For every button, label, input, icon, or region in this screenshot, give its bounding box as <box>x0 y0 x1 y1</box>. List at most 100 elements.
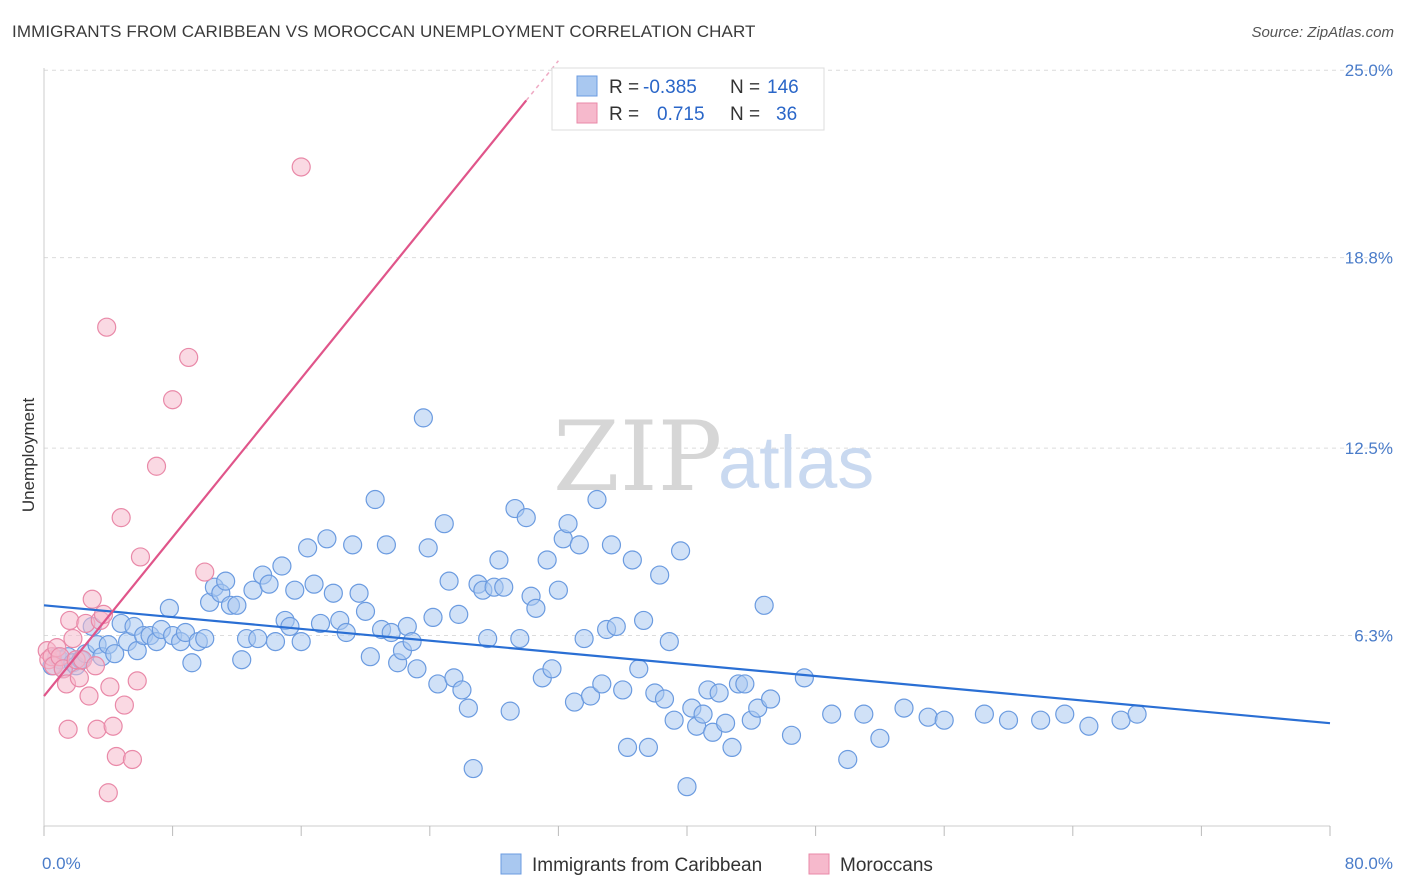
data-point-caribbean <box>548 580 569 600</box>
legend-n-label-1: N = <box>730 77 760 98</box>
data-point-moroccans <box>106 746 126 767</box>
data-point-caribbean <box>558 514 578 534</box>
data-point-caribbean <box>659 631 679 652</box>
data-point-moroccans <box>127 671 147 691</box>
data-point-caribbean <box>606 616 626 637</box>
data-point-caribbean <box>478 628 498 649</box>
data-point-caribbean <box>670 541 691 561</box>
data-point-caribbean <box>182 653 202 673</box>
data-point-caribbean <box>709 683 729 703</box>
data-point-caribbean <box>650 565 670 585</box>
data-point-moroccans <box>87 719 107 739</box>
data-point-caribbean <box>677 777 697 797</box>
data-point-caribbean <box>754 595 774 615</box>
data-point-caribbean <box>159 598 179 618</box>
data-point-caribbean <box>402 631 422 652</box>
data-point-caribbean <box>365 489 385 510</box>
data-point-moroccans <box>146 456 167 476</box>
data-point-caribbean <box>1111 710 1131 730</box>
data-point-caribbean <box>722 737 742 758</box>
data-point-caribbean <box>449 604 469 624</box>
data-point-caribbean <box>216 571 236 591</box>
data-point-caribbean <box>343 535 363 555</box>
data-point-caribbean <box>516 508 536 528</box>
data-point-caribbean <box>458 698 478 718</box>
data-point-caribbean <box>760 689 781 709</box>
data-point-caribbean <box>569 535 589 555</box>
series-moroccans <box>37 157 311 803</box>
data-point-caribbean <box>633 610 654 631</box>
data-point-caribbean <box>423 607 443 628</box>
data-point-caribbean <box>1127 704 1147 724</box>
y-tick-label: 6.3% <box>1354 627 1393 646</box>
data-point-moroccans <box>98 783 118 803</box>
series-caribbean <box>42 408 1147 797</box>
bottom-legend: Immigrants from Caribbean Moroccans <box>500 853 933 876</box>
legend-n-label-2: N = <box>730 104 760 125</box>
data-point-moroccans <box>79 686 99 706</box>
data-point-moroccans <box>291 157 311 177</box>
data-point-caribbean <box>1031 710 1051 730</box>
data-point-caribbean <box>317 529 337 549</box>
data-point-caribbean <box>735 674 755 694</box>
data-point-caribbean <box>291 631 311 652</box>
data-point-caribbean <box>638 737 659 758</box>
data-point-caribbean <box>998 710 1019 730</box>
data-point-caribbean <box>629 659 649 679</box>
data-point-moroccans <box>130 547 151 567</box>
data-point-caribbean <box>304 574 324 594</box>
legend-n-value-1: 146 <box>767 77 799 98</box>
data-point-caribbean <box>265 631 286 652</box>
data-point-caribbean <box>894 698 914 718</box>
data-point-caribbean <box>463 758 483 779</box>
data-point-caribbean <box>418 538 438 558</box>
data-point-caribbean <box>587 489 607 510</box>
data-point-caribbean <box>715 713 736 733</box>
data-point-caribbean <box>613 680 633 700</box>
data-point-caribbean <box>654 689 675 709</box>
trend-lines <box>43 60 1331 725</box>
data-point-caribbean <box>494 577 514 597</box>
y-axis-label: Unemployment <box>19 398 38 513</box>
bottom-legend-moroccans: Moroccans <box>840 855 933 876</box>
data-point-caribbean <box>407 659 427 679</box>
data-point-moroccans <box>63 628 83 649</box>
data-point-caribbean <box>298 538 318 558</box>
data-point-caribbean <box>355 601 376 621</box>
data-point-caribbean <box>838 749 858 770</box>
grid-lines <box>44 69 1395 637</box>
data-point-caribbean <box>542 659 562 679</box>
data-point-caribbean <box>452 680 472 700</box>
data-point-moroccans <box>60 610 80 631</box>
data-point-caribbean <box>592 674 612 694</box>
data-point-caribbean <box>854 704 874 724</box>
legend-r-value-2: 0.715 <box>657 104 705 125</box>
x-tick-label-min: 0.0% <box>42 854 81 873</box>
data-point-caribbean <box>248 628 268 649</box>
top-legend: R = -0.385 N = 146 R = 0.715 N = 36 <box>551 67 825 131</box>
trend-line-caribbean <box>43 604 1331 725</box>
data-point-moroccans <box>100 677 120 697</box>
data-point-caribbean <box>413 408 433 428</box>
data-point-caribbean <box>227 595 247 615</box>
data-point-caribbean <box>974 704 994 724</box>
data-point-caribbean <box>105 644 125 664</box>
data-point-caribbean <box>617 737 638 758</box>
data-point-caribbean <box>601 535 622 555</box>
bottom-legend-caribbean: Immigrants from Caribbean <box>532 855 762 876</box>
data-point-moroccans <box>82 589 102 609</box>
data-point-caribbean <box>489 550 509 570</box>
data-point-moroccans <box>179 347 199 368</box>
data-point-caribbean <box>349 583 369 603</box>
data-point-caribbean <box>794 668 814 688</box>
source-label: Source: ZipAtlas.com <box>1251 24 1394 41</box>
data-point-moroccans <box>85 656 106 676</box>
trend-line-moroccans-extension <box>525 60 559 101</box>
data-point-moroccans <box>58 719 78 739</box>
watermark: ZIP atlas <box>553 401 874 513</box>
data-point-caribbean <box>259 574 279 594</box>
bottom-legend-swatch-blue <box>500 853 522 875</box>
data-point-caribbean <box>580 686 601 706</box>
x-tick-label-max: 80.0% <box>1345 854 1393 873</box>
y-tick-label: 12.5% <box>1345 439 1393 458</box>
